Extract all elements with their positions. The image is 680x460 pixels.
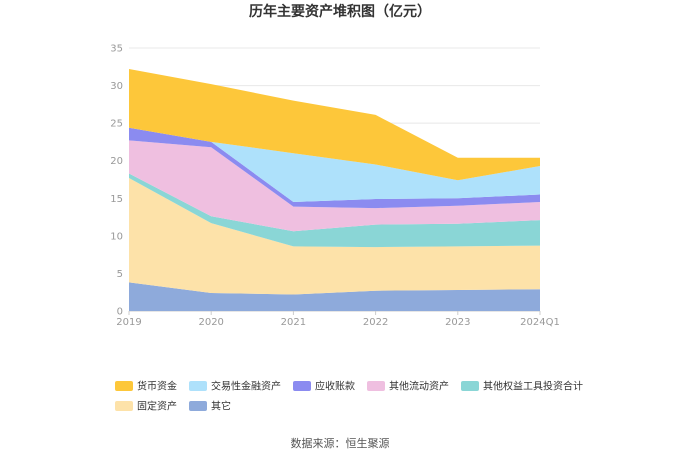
legend-item: 其他权益工具投资合计 bbox=[461, 380, 583, 393]
x-tick-label: 2020 bbox=[198, 317, 223, 328]
y-tick-label: 5 bbox=[117, 269, 123, 280]
legend-item: 固定资产 bbox=[115, 400, 177, 413]
x-tick-label: 2021 bbox=[281, 317, 306, 328]
legend-item: 货币资金 bbox=[115, 380, 177, 393]
y-tick-label: 25 bbox=[110, 119, 123, 130]
legend-swatch bbox=[367, 381, 385, 391]
legend-label: 货币资金 bbox=[137, 380, 177, 393]
area-其它 bbox=[129, 282, 540, 311]
legend-label: 交易性金融资产 bbox=[211, 380, 281, 393]
legend-label: 其他权益工具投资合计 bbox=[483, 380, 583, 393]
area-应收账款 bbox=[129, 127, 540, 209]
legend-item: 应收账款 bbox=[293, 380, 355, 393]
legend-label: 应收账款 bbox=[315, 380, 355, 393]
y-tick-label: 10 bbox=[110, 231, 123, 242]
area-其他流动资产 bbox=[129, 140, 540, 232]
area-其他权益工具投资合计 bbox=[129, 173, 540, 248]
y-tick-label: 30 bbox=[110, 81, 123, 92]
legend-item: 其它 bbox=[189, 400, 231, 413]
legend-item: 其他流动资产 bbox=[367, 380, 449, 393]
legend-swatch bbox=[115, 401, 133, 411]
y-axis-ticks: 0 5 10 15 20 25 30 35 bbox=[110, 44, 123, 318]
y-tick-label: 0 bbox=[117, 307, 123, 318]
x-tick-label: 2022 bbox=[363, 317, 388, 328]
legend-label: 其它 bbox=[211, 400, 231, 413]
x-axis-ticks: 2019 2020 2021 2022 2023 2024Q1 bbox=[116, 311, 560, 328]
x-tick-label: 2024Q1 bbox=[520, 317, 560, 328]
legend-swatch bbox=[461, 381, 479, 391]
data-source: 数据来源：恒生聚源 bbox=[291, 436, 390, 450]
area-交易性金融资产 bbox=[129, 127, 540, 202]
legend-item: 交易性金融资产 bbox=[189, 380, 281, 393]
y-tick-label: 35 bbox=[110, 44, 123, 55]
x-tick-label: 2023 bbox=[445, 317, 470, 328]
legend-swatch bbox=[293, 381, 311, 391]
x-tick-label: 2019 bbox=[116, 317, 141, 328]
y-tick-label: 20 bbox=[110, 156, 123, 167]
area-货币资金 bbox=[129, 69, 540, 181]
legend-swatch bbox=[115, 381, 133, 391]
legend-label: 固定资产 bbox=[137, 400, 177, 413]
area-series bbox=[129, 69, 540, 311]
y-tick-label: 15 bbox=[110, 194, 123, 205]
legend-label: 其他流动资产 bbox=[389, 380, 449, 393]
legend-swatch bbox=[189, 381, 207, 391]
area-固定资产 bbox=[129, 178, 540, 295]
chart-title: 历年主要资产堆积图（亿元） bbox=[249, 3, 431, 20]
legend-swatch bbox=[189, 401, 207, 411]
